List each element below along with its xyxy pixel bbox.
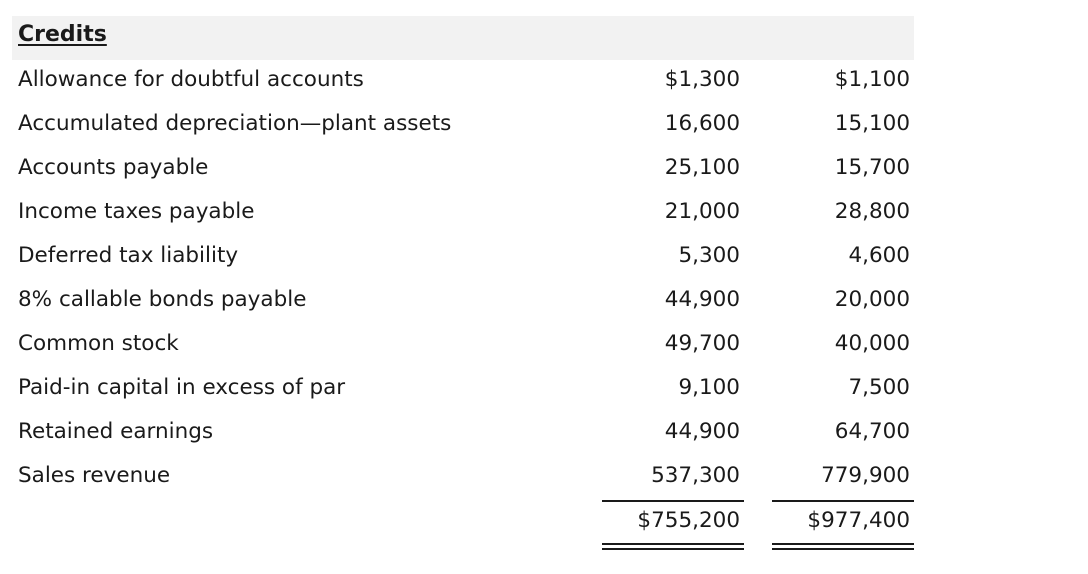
credits-table: Credits Allowance for doubtful accounts … bbox=[12, 16, 914, 550]
table-row: Allowance for doubtful accounts $1,300 $… bbox=[12, 60, 914, 104]
row-label: Accounts payable bbox=[18, 155, 209, 180]
row-value-col1: 21,000 bbox=[664, 199, 740, 224]
table-row: Accounts payable 25,100 15,700 bbox=[12, 148, 914, 192]
row-label: Deferred tax liability bbox=[18, 243, 239, 268]
row-label: Retained earnings bbox=[18, 419, 214, 444]
row-value-col1: 9,100 bbox=[678, 375, 740, 400]
section-title: Credits bbox=[18, 22, 107, 47]
double-underline-col1 bbox=[602, 543, 744, 550]
total-rule-col2 bbox=[772, 500, 914, 502]
row-label: Allowance for doubtful accounts bbox=[18, 67, 364, 92]
row-value-col1: 537,300 bbox=[651, 463, 740, 488]
row-value-col1: $1,300 bbox=[664, 67, 740, 92]
row-label: Paid-in capital in excess of par bbox=[18, 375, 346, 400]
table-row: Sales revenue 537,300 779,900 bbox=[12, 456, 914, 500]
row-value-col2: 779,900 bbox=[821, 463, 910, 488]
row-value-col2: 15,700 bbox=[834, 155, 910, 180]
row-value-col1: 25,100 bbox=[664, 155, 740, 180]
total-row: $755,200 $977,400 bbox=[12, 500, 914, 550]
row-value-col2: $1,100 bbox=[834, 67, 910, 92]
total-value-col2: $977,400 bbox=[807, 508, 910, 533]
row-value-col1: 44,900 bbox=[664, 287, 740, 312]
row-value-col2: 4,600 bbox=[848, 243, 910, 268]
row-label: Common stock bbox=[18, 331, 179, 356]
row-value-col2: 7,500 bbox=[848, 375, 910, 400]
row-value-col1: 49,700 bbox=[664, 331, 740, 356]
table-row: Paid-in capital in excess of par 9,100 7… bbox=[12, 368, 914, 412]
row-value-col1: 16,600 bbox=[664, 111, 740, 136]
row-label: Sales revenue bbox=[18, 463, 171, 488]
row-value-col2: 40,000 bbox=[834, 331, 910, 356]
row-label: Accumulated depreciation—plant assets bbox=[18, 111, 452, 136]
total-rule-col1 bbox=[602, 500, 744, 502]
table-header: Credits bbox=[12, 16, 914, 60]
table-row: Common stock 49,700 40,000 bbox=[12, 324, 914, 368]
double-underline-col2 bbox=[772, 543, 914, 550]
row-label: 8% callable bonds payable bbox=[18, 287, 307, 312]
table-row: 8% callable bonds payable 44,900 20,000 bbox=[12, 280, 914, 324]
row-value-col2: 15,100 bbox=[834, 111, 910, 136]
table-row: Deferred tax liability 5,300 4,600 bbox=[12, 236, 914, 280]
row-value-col1: 5,300 bbox=[678, 243, 740, 268]
table-row: Accumulated depreciation—plant assets 16… bbox=[12, 104, 914, 148]
row-value-col1: 44,900 bbox=[664, 419, 740, 444]
table-row: Income taxes payable 21,000 28,800 bbox=[12, 192, 914, 236]
row-label: Income taxes payable bbox=[18, 199, 255, 224]
table-row: Retained earnings 44,900 64,700 bbox=[12, 412, 914, 456]
row-value-col2: 64,700 bbox=[834, 419, 910, 444]
row-value-col2: 20,000 bbox=[834, 287, 910, 312]
total-value-col1: $755,200 bbox=[637, 508, 740, 533]
row-value-col2: 28,800 bbox=[834, 199, 910, 224]
